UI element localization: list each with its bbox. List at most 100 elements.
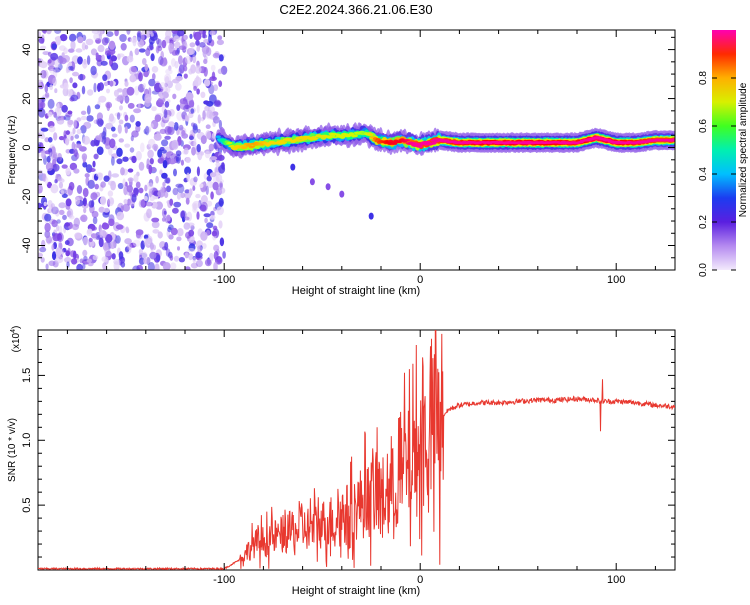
noise-speckle — [47, 59, 52, 64]
noise-speckle — [220, 65, 228, 75]
noise-speckle — [129, 114, 135, 123]
noise-speckle — [176, 192, 181, 200]
y-tick-label: 0 — [21, 144, 33, 150]
noise-speckle — [164, 177, 170, 184]
noise-speckle — [192, 54, 197, 64]
noise-speckle — [177, 246, 180, 251]
noise-speckle — [95, 52, 99, 59]
noise-speckle — [203, 213, 211, 218]
heatmap-x-axis-label: Height of straight line (km) — [292, 285, 420, 297]
y-tick-label: 1.5 — [21, 368, 33, 383]
noise-speckle — [90, 226, 97, 231]
noise-speckle — [49, 84, 54, 91]
noise-speckle — [108, 40, 116, 50]
noise-speckle — [131, 155, 137, 164]
noise-speckle — [178, 45, 187, 50]
noise-speckle — [216, 206, 224, 216]
noise-speckle — [42, 173, 47, 182]
x-tick-label: 0 — [417, 274, 423, 286]
noise-speckle — [193, 176, 198, 183]
noise-speckle — [130, 135, 134, 142]
noise-speckle — [48, 137, 53, 143]
noise-speckle — [152, 167, 156, 172]
noise-speckle — [209, 135, 218, 140]
noise-speckle — [196, 88, 200, 95]
noise-speckle — [38, 184, 43, 194]
noise-speckle — [73, 168, 80, 174]
noise-speckle — [145, 126, 152, 133]
noise-speckle — [218, 197, 224, 207]
noise-speckle — [222, 251, 226, 259]
noise-speckle — [175, 49, 180, 56]
noise-speckle — [101, 37, 109, 46]
noise-speckle — [203, 39, 210, 44]
noise-speckle — [45, 263, 49, 270]
noise-speckle — [111, 126, 116, 132]
noise-speckle — [189, 33, 193, 40]
noise-speckle — [144, 93, 152, 104]
noise-speckle — [184, 166, 192, 175]
spur-mark — [325, 183, 331, 191]
noise-speckle — [88, 237, 93, 243]
noise-speckle — [83, 255, 88, 262]
noise-speckle — [192, 185, 196, 191]
noise-speckle — [200, 151, 204, 156]
noise-speckle — [94, 183, 99, 190]
noise-speckle — [157, 97, 166, 103]
noise-speckle — [166, 214, 171, 222]
noise-speckle — [185, 156, 191, 164]
noise-speckle — [169, 255, 174, 261]
noise-speckle — [166, 151, 171, 158]
noise-speckle — [143, 257, 148, 265]
ridge-mark — [431, 141, 437, 145]
noise-speckle — [111, 62, 119, 71]
noise-speckle — [209, 76, 217, 82]
noise-speckle — [129, 74, 136, 83]
noise-speckle — [101, 256, 109, 263]
figure-title: C2E2.2024.366.21.06.E30 — [279, 2, 432, 17]
noise-speckle — [96, 59, 103, 67]
noise-speckle — [76, 128, 82, 135]
noise-speckle — [212, 181, 219, 191]
noise-speckle — [188, 229, 195, 237]
noise-speckle — [151, 66, 159, 73]
noise-speckle — [48, 125, 56, 133]
noise-speckle — [187, 222, 195, 227]
noise-speckle — [108, 218, 115, 227]
noise-speckle — [84, 173, 90, 178]
snr-frame — [37, 329, 676, 571]
noise-speckle — [98, 206, 105, 213]
noise-speckle — [52, 67, 61, 73]
noise-speckle — [101, 54, 105, 63]
noise-speckle — [216, 39, 224, 46]
noise-speckle — [93, 82, 97, 93]
noise-speckle — [103, 175, 110, 182]
noise-speckle — [68, 61, 72, 68]
noise-speckle — [217, 154, 225, 161]
noise-speckle — [96, 112, 103, 121]
noise-speckle — [143, 71, 149, 78]
noise-speckle — [209, 172, 217, 178]
noise-speckle — [205, 124, 211, 129]
noise-speckle — [111, 156, 115, 166]
snr-multiplier-base: (x10 — [11, 332, 22, 352]
noise-speckle — [120, 43, 127, 51]
noise-speckle — [97, 44, 105, 53]
noise-speckle — [117, 182, 124, 190]
noise-speckle — [199, 42, 206, 48]
noise-speckle — [119, 34, 127, 42]
noise-speckle — [42, 30, 47, 35]
noise-speckle — [217, 68, 224, 75]
noise-speckle — [200, 135, 207, 145]
noise-speckle — [159, 82, 167, 90]
noise-speckle — [124, 114, 129, 122]
noise-speckle — [171, 58, 176, 67]
noise-speckle — [183, 65, 188, 72]
noise-speckle — [41, 150, 46, 159]
noise-speckle — [44, 213, 52, 222]
noise-speckle — [68, 215, 75, 220]
noise-speckle — [45, 235, 53, 244]
noise-speckle — [55, 209, 60, 217]
noise-speckle — [65, 198, 72, 207]
x-tick-label: 100 — [607, 574, 625, 586]
